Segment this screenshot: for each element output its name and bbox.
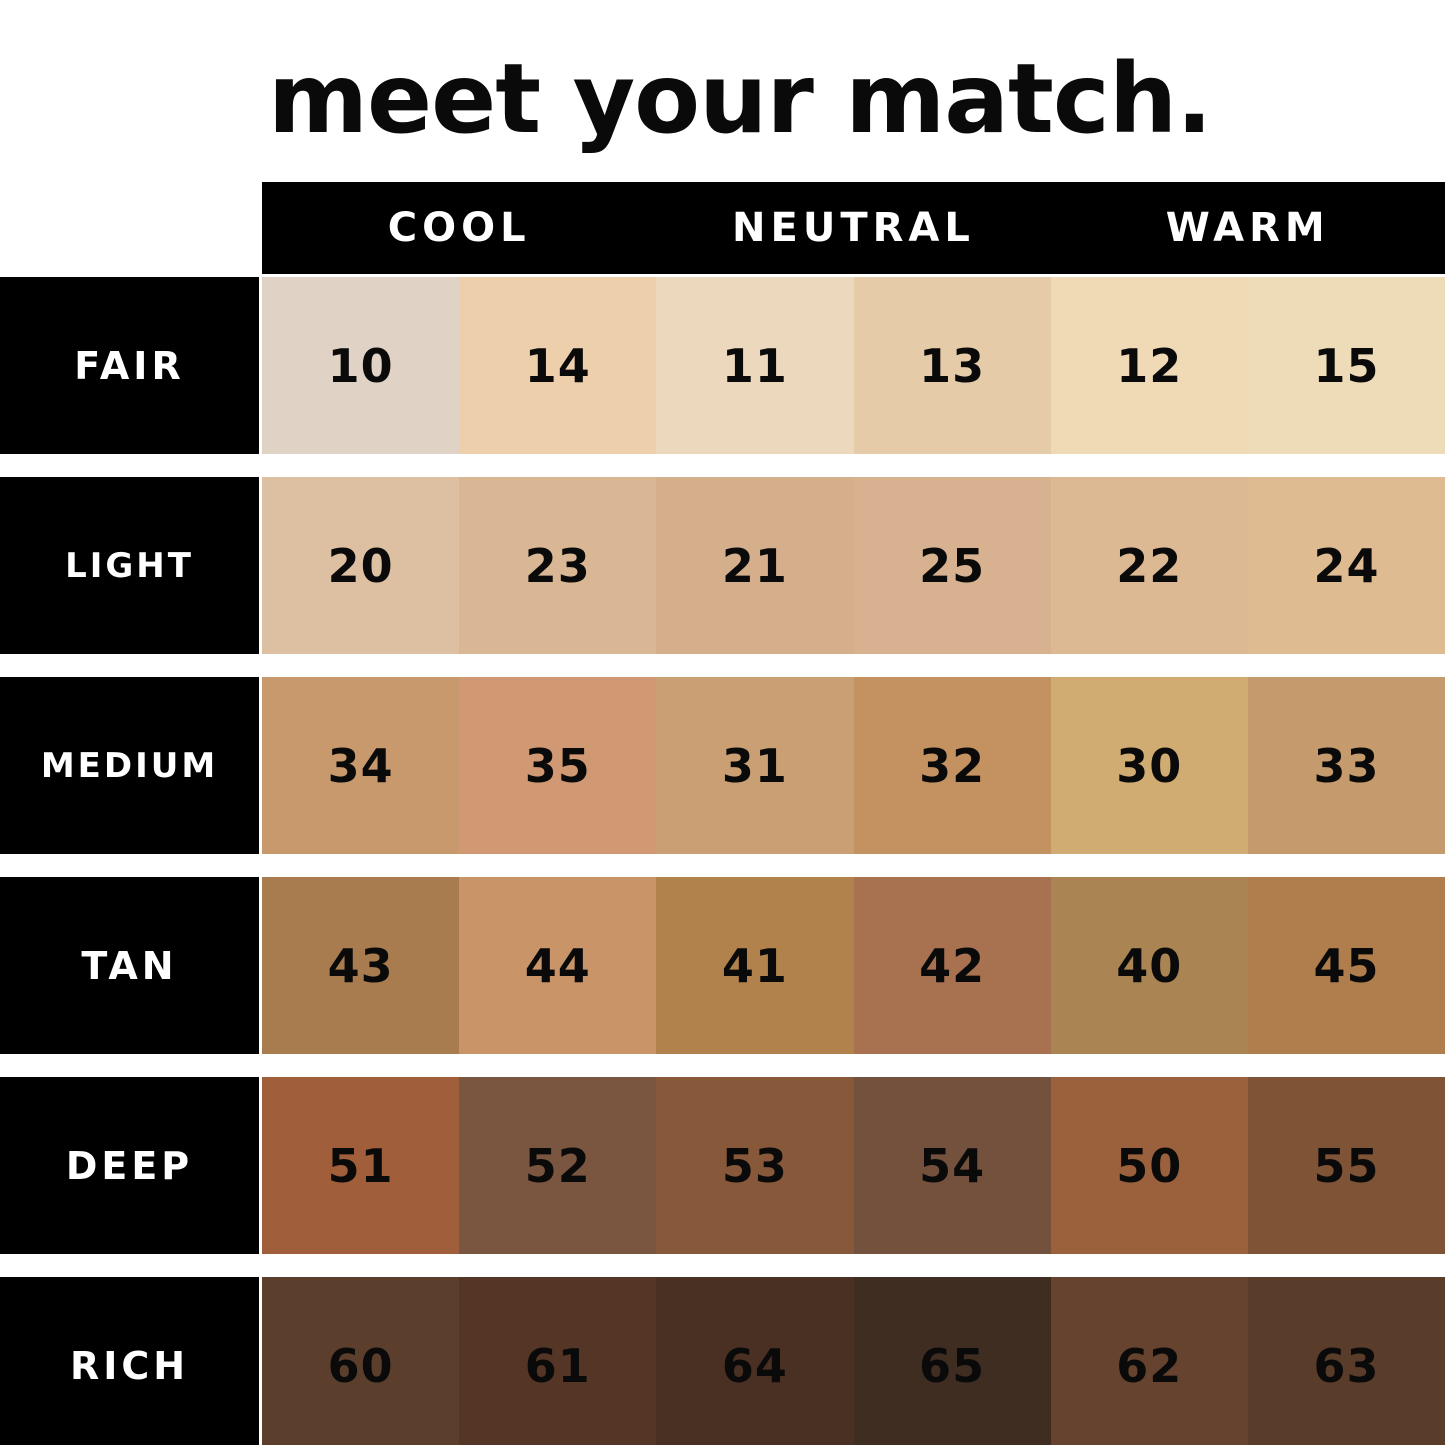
shade-swatch-23[interactable]: 23 (459, 477, 657, 654)
shade-swatch-52[interactable]: 52 (459, 1077, 657, 1254)
shade-swatch-25[interactable]: 25 (853, 477, 1051, 654)
row-label-divider (259, 1277, 262, 1445)
page-title: meet your match. (268, 43, 1213, 155)
shade-swatch-41[interactable]: 41 (656, 877, 854, 1054)
row-label-rich: RICH (0, 1277, 259, 1445)
shade-row-light: LIGHT 20 23 21 25 22 24 (0, 477, 1445, 654)
shade-swatch-11[interactable]: 11 (656, 277, 854, 454)
shade-swatch-31[interactable]: 31 (656, 677, 854, 854)
row-label-divider (259, 877, 262, 1054)
shade-swatch-33[interactable]: 33 (1247, 677, 1445, 854)
swatch-group-deep: 51 52 53 54 50 55 (262, 1077, 1445, 1254)
shade-swatch-63[interactable]: 63 (1247, 1277, 1445, 1445)
row-label-divider (259, 477, 262, 654)
shade-swatch-42[interactable]: 42 (853, 877, 1051, 1054)
swatch-group-rich: 60 61 64 65 62 63 (262, 1277, 1445, 1445)
swatch-group-tan: 43 44 41 42 40 45 (262, 877, 1445, 1054)
shade-swatch-55[interactable]: 55 (1247, 1077, 1445, 1254)
shade-swatch-65[interactable]: 65 (853, 1277, 1051, 1445)
shade-swatch-40[interactable]: 40 (1050, 877, 1248, 1054)
undertone-header-neutral: NEUTRAL (732, 205, 975, 251)
shade-swatch-10[interactable]: 10 (262, 277, 460, 454)
undertone-header-warm: WARM (1165, 205, 1330, 251)
shade-swatch-51[interactable]: 51 (262, 1077, 460, 1254)
shade-swatch-54[interactable]: 54 (853, 1077, 1051, 1254)
shade-swatch-53[interactable]: 53 (656, 1077, 854, 1254)
swatch-group-fair: 10 14 11 13 12 15 (262, 277, 1445, 454)
row-label-divider (259, 1077, 262, 1254)
shade-swatch-60[interactable]: 60 (262, 1277, 460, 1445)
shade-swatch-30[interactable]: 30 (1050, 677, 1248, 854)
shade-swatch-15[interactable]: 15 (1247, 277, 1445, 454)
shade-row-fair: FAIR 10 14 11 13 12 15 (0, 277, 1445, 454)
row-label-medium: MEDIUM (0, 677, 259, 854)
shade-row-rich: RICH 60 61 64 65 62 63 (0, 1277, 1445, 1445)
shade-row-tan: TAN 43 44 41 42 40 45 (0, 877, 1445, 1054)
row-label-light: LIGHT (0, 477, 259, 654)
shade-swatch-34[interactable]: 34 (262, 677, 460, 854)
swatch-group-light: 20 23 21 25 22 24 (262, 477, 1445, 654)
shade-swatch-12[interactable]: 12 (1050, 277, 1248, 454)
shade-swatch-35[interactable]: 35 (459, 677, 657, 854)
row-label-divider (259, 677, 262, 854)
shade-swatch-64[interactable]: 64 (656, 1277, 854, 1445)
shade-swatch-61[interactable]: 61 (459, 1277, 657, 1445)
shade-swatch-62[interactable]: 62 (1050, 1277, 1248, 1445)
shade-swatch-24[interactable]: 24 (1247, 477, 1445, 654)
shade-swatch-22[interactable]: 22 (1050, 477, 1248, 654)
shade-swatch-32[interactable]: 32 (853, 677, 1051, 854)
undertone-header-bar: COOL NEUTRAL WARM (262, 182, 1445, 274)
shade-swatch-13[interactable]: 13 (853, 277, 1051, 454)
row-label-divider (259, 277, 262, 454)
row-label-fair: FAIR (0, 277, 259, 454)
shade-swatch-44[interactable]: 44 (459, 877, 657, 1054)
swatch-group-medium: 34 35 31 32 30 33 (262, 677, 1445, 854)
shade-swatch-20[interactable]: 20 (262, 477, 460, 654)
shade-swatch-43[interactable]: 43 (262, 877, 460, 1054)
shade-swatch-14[interactable]: 14 (459, 277, 657, 454)
row-label-tan: TAN (0, 877, 259, 1054)
shade-row-deep: DEEP 51 52 53 54 50 55 (0, 1077, 1445, 1254)
shade-swatch-21[interactable]: 21 (656, 477, 854, 654)
shade-swatch-50[interactable]: 50 (1050, 1077, 1248, 1254)
undertone-header-cool: COOL (387, 205, 531, 251)
shade-swatch-45[interactable]: 45 (1247, 877, 1445, 1054)
shade-row-medium: MEDIUM 34 35 31 32 30 33 (0, 677, 1445, 854)
row-label-deep: DEEP (0, 1077, 259, 1254)
